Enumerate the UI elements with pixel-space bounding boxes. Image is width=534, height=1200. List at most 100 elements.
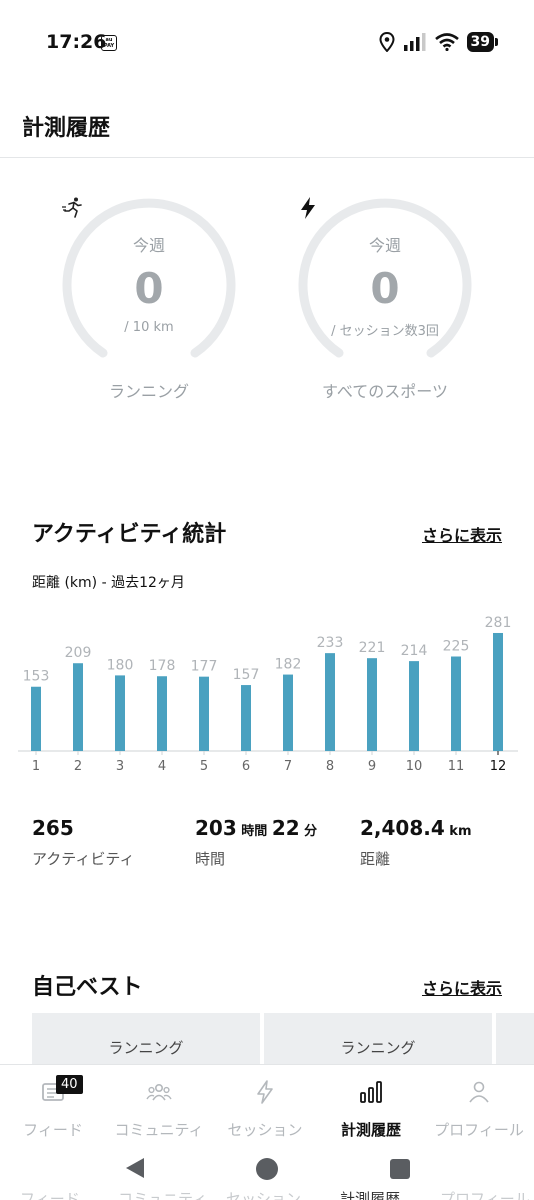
chart-bar[interactable] [367,658,377,751]
duration-minutes-value: 22 [271,816,300,840]
personal-best-more-link[interactable]: さらに表示 [421,979,502,998]
home-icon[interactable] [256,1158,278,1180]
x-tick-label: 9 [368,759,376,774]
personal-best-card-label: ランニング [108,1039,184,1057]
ring-goal: / セッション数3回 [331,324,439,339]
personal-best-card[interactable]: ランニング [264,1013,492,1073]
profile-icon [469,1081,489,1103]
bar-value-label: 157 [233,667,260,683]
goal-progress-ring [298,198,472,358]
back-icon[interactable] [124,1156,146,1180]
x-tick-label: 2 [74,759,82,774]
nav-item-community[interactable]: コミュニティ [106,1079,212,1140]
x-tick-label: 3 [116,759,124,774]
bar-value-label: 214 [401,643,428,659]
chart-subtitle: 距離 (km) - 過去12ヶ月 [32,575,185,591]
x-tick-label: 12 [490,759,507,774]
ring-value: 0 [370,264,400,313]
ghost-nav-label: フィード [20,1190,80,1200]
x-tick-label: 8 [326,759,334,774]
bar-value-label: 225 [443,639,470,655]
distance-bar-chart: 153 1 209 2 180 3 178 4 177 5 157 6 182 7 233 8 221 9 214 1… [18,615,518,774]
running-icon [62,197,82,218]
ring-label: すべてのスポーツ [322,382,448,401]
history-icon [360,1081,382,1103]
x-tick-label: 7 [284,759,292,774]
ghost-nav-label: プロフィール [440,1190,530,1200]
bar-value-label: 182 [275,657,302,673]
x-tick-label: 5 [200,759,208,774]
status-icons: 39 [379,32,499,52]
ring-period: 今週 [132,236,165,255]
activities-value: 265 [32,816,74,840]
chart-bar[interactable] [115,675,125,751]
chart-bar[interactable] [241,685,251,751]
activities-stat: 265 アクティビティ [32,816,134,869]
activity-stats-title: アクティビティ統計 [32,522,227,547]
chart-bar[interactable] [73,663,83,751]
chart-bar[interactable] [409,661,419,751]
personal-best-card-partial[interactable] [496,1013,534,1073]
notification-badge: 40 [56,1075,83,1094]
nav-label: コミュニティ [114,1121,204,1139]
duration-stat: 203 時間 22 分 時間 [195,816,317,869]
bar-value-label: 209 [65,645,92,661]
battery-icon: 39 [466,32,499,52]
chart-bar[interactable] [199,676,209,751]
activity-stats-more-link[interactable]: さらに表示 [421,526,502,545]
status-bar: 17:26 au PAY 39 [0,0,534,88]
page-title: 計測履歴 [22,116,111,141]
x-tick-label: 4 [158,759,166,774]
bar-value-label: 221 [359,640,386,656]
session-icon [257,1080,273,1104]
nav-item-session[interactable]: セッション [212,1079,318,1140]
chart-bar[interactable] [451,656,461,752]
bar-value-label: 178 [149,658,176,674]
chart-bar[interactable] [325,653,335,751]
aupay-icon: au PAY [101,35,117,51]
status-time: 17:26 [46,31,107,53]
system-nav-bar: フィード コミュニティ セッション 計測履歴 プロフィール [0,1144,534,1200]
bar-value-label: 233 [317,635,344,651]
duration-hours-value: 203 [195,816,237,840]
distance-value: 2,408.4 [360,816,445,840]
signal-icon [403,33,426,51]
nav-label: プロフィール [434,1121,524,1139]
lightning-icon [301,197,315,219]
activities-label: アクティビティ [32,850,135,868]
nav-label: フィード [23,1121,83,1139]
nav-item-history[interactable]: 計測履歴 [318,1079,424,1140]
bar-value-label: 177 [191,659,218,675]
bar-value-label: 180 [107,657,134,673]
duration-label: 時間 [195,850,226,868]
ghost-nav-label: セッション [226,1190,302,1200]
bar-value-label: 153 [23,669,50,685]
bottom-nav: フィード コミュニティ セッション 計測履歴 プロフィール [0,1064,534,1144]
personal-best-card[interactable]: ランニング [32,1013,260,1073]
chart-bar[interactable] [283,674,293,751]
chart-bar[interactable] [157,676,167,751]
running-goal-ring[interactable]: 今週 0 / 10 km ランニング [60,196,238,406]
nav-label: 計測履歴 [340,1121,401,1139]
ring-goal: / 10 km [124,320,174,335]
all-sports-goal-ring[interactable]: 今週 0 / セッション数3回 すべてのスポーツ [296,196,474,406]
ghost-nav-label: 計測履歴 [340,1190,401,1200]
ghost-nav-label: コミュニティ [118,1190,208,1200]
header-divider [0,157,534,158]
nav-item-profile[interactable]: プロフィール [426,1079,532,1140]
recent-apps-icon[interactable] [390,1159,410,1179]
chart-bar[interactable] [31,686,41,751]
ring-label: ランニング [108,382,189,401]
x-tick-label: 1 [32,759,40,774]
wifi-icon [434,33,459,51]
distance-unit: km [444,824,472,839]
nav-item-feed[interactable]: フィード [0,1079,106,1140]
location-icon [379,32,395,52]
ring-value: 0 [134,264,164,313]
personal-best-card-label: ランニング [340,1039,416,1057]
x-tick-label: 11 [448,759,465,774]
distance-stat: 2,408.4 km 距離 [360,816,472,869]
goal-progress-ring [62,198,236,358]
bar-value-label: 281 [485,615,512,631]
chart-bar[interactable] [493,632,503,751]
